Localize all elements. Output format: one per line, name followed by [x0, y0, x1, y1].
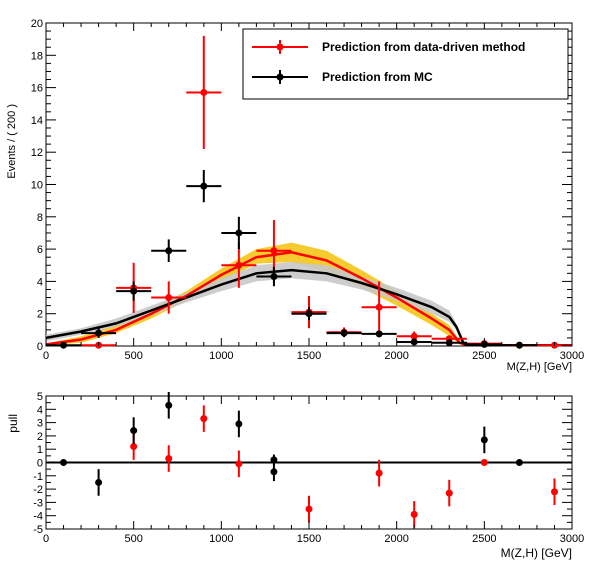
y-tick-label: 10 [31, 180, 43, 192]
x-tick-label: 500 [124, 533, 142, 545]
main-y-axis-title: Events / ( 200 ) [6, 104, 18, 179]
y-tick-label: -4 [33, 511, 43, 523]
legend-entry-data-driven: Prediction from data-driven method [252, 40, 525, 54]
legend-label-data-driven: Prediction from data-driven method [322, 40, 525, 54]
legend-box [242, 28, 569, 100]
pull-y-axis: -5-4 -3-2-10 123 45 [33, 391, 572, 536]
y-tick-label: 12 [31, 147, 43, 159]
pull-point [410, 510, 418, 518]
pull-point [480, 459, 488, 466]
legend-entry-mc: Prediction from MC [252, 70, 433, 84]
pull-point [270, 468, 278, 476]
data-point [305, 310, 313, 318]
pull-point [95, 478, 103, 486]
pull-point [375, 469, 383, 477]
pull-point [235, 420, 243, 428]
data-points [46, 35, 572, 349]
y-tick-label: -1 [33, 471, 43, 483]
y-tick-label: 2 [37, 309, 43, 321]
data-point [95, 329, 103, 337]
y-tick-label: 6 [37, 244, 43, 256]
pull-point [550, 488, 558, 496]
y-tick-label: 2 [37, 431, 43, 443]
x-tick-label: 3000 [560, 533, 584, 545]
pull-point [270, 456, 278, 464]
pull-point [445, 489, 453, 497]
data-point [270, 273, 278, 281]
y-tick-label: 0 [37, 458, 43, 470]
y-tick-label: 20 [31, 18, 43, 30]
pull-point [130, 427, 138, 435]
data-point [410, 332, 418, 340]
x-tick-label: 2000 [384, 533, 408, 545]
pull-point [165, 401, 173, 409]
pull-point [515, 459, 523, 466]
y-tick-label: -3 [33, 497, 43, 509]
pull-points [60, 392, 558, 528]
data-point [165, 247, 173, 255]
x-tick-label: 3000 [560, 350, 584, 362]
uncertainty-band [46, 242, 572, 346]
x-tick-label: 1000 [209, 350, 233, 362]
x-tick-label: 2500 [472, 350, 496, 362]
data-point [235, 229, 243, 237]
pull-plot-panel: 0 500 1000 1500 2000 2500 3000 -5-4-3-2-101234… [6, 391, 584, 560]
x-tick-label: 500 [124, 350, 142, 362]
pull-y-axis-title: pull [6, 414, 20, 433]
main-x-axis: 0 500 1000 1500 2000 2500 3000 [43, 23, 584, 362]
x-tick-label: 0 [43, 533, 49, 545]
y-tick-label: 4 [37, 404, 43, 416]
x-tick-label: 1500 [297, 533, 321, 545]
y-tick-label: 16 [31, 83, 43, 95]
y-tick-label: 1 [37, 444, 43, 456]
data-point [130, 287, 138, 295]
data-point [200, 88, 208, 96]
pull-point [165, 455, 173, 463]
y-tick-label: 18 [31, 50, 43, 62]
x-tick-label: 1000 [209, 533, 233, 545]
x-tick-label: 2500 [472, 533, 496, 545]
uncertainty-band [46, 262, 572, 346]
y-tick-label: 5 [37, 391, 43, 403]
pull-point [480, 436, 488, 444]
data-point [235, 261, 243, 269]
main-plot-panel: 0 500 1000 1500 2000 2500 3000 0 2 4 6 8 10 12 14 16 18… [6, 18, 584, 373]
y-tick-label: -2 [33, 484, 43, 496]
x-tick-label: 2000 [384, 350, 408, 362]
legend-swatch-marker [276, 43, 284, 51]
x-tick-label: 0 [43, 350, 49, 362]
uncertainty-bands [46, 242, 572, 346]
data-point [200, 182, 208, 190]
data-point [270, 247, 278, 255]
legend-label-mc: Prediction from MC [322, 70, 433, 84]
data-point [375, 330, 383, 338]
pull-x-axis: 0 500 1000 1500 2000 2500 3000 [43, 396, 584, 545]
pull-point [60, 459, 68, 466]
y-tick-label: 14 [31, 115, 43, 127]
pull-point [200, 415, 208, 423]
data-point [165, 294, 173, 302]
legend-swatch-marker [276, 73, 284, 81]
legend: Prediction from data-driven method Predi… [242, 28, 569, 100]
y-tick-label: 4 [37, 276, 43, 288]
data-point [375, 303, 383, 311]
y-tick-label: -5 [33, 524, 43, 536]
y-tick-label: 3 [37, 418, 43, 430]
main-y-axis: 0 2 4 6 8 10 12 14 16 18 20 [31, 18, 572, 353]
x-tick-label: 1500 [297, 350, 321, 362]
pull-point [235, 460, 243, 468]
data-point [340, 329, 348, 337]
data-point [410, 338, 418, 346]
y-tick-label: 8 [37, 212, 43, 224]
main-x-axis-title: M(Z,H) [GeV] [507, 361, 572, 373]
y-tick-label: 0 [37, 341, 43, 353]
pull-point [130, 443, 138, 451]
pull-point [305, 505, 313, 513]
pull-x-axis-title: M(Z,H) [GeV] [501, 546, 572, 560]
